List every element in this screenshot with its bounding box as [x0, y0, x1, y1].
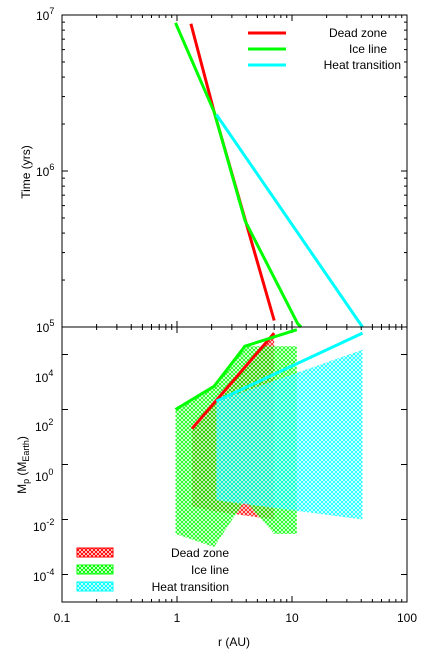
mass-trend-lines — [174, 328, 364, 430]
legend-heat-transition-swatch — [76, 581, 114, 592]
mass-y-tick-1e-2: 10-2 — [33, 517, 54, 534]
time-y-minor-ticks — [62, 21, 407, 328]
mass-hatched-regions — [175, 333, 363, 547]
legend-dead-zone-label: Dead zone — [329, 26, 387, 40]
legend-dead-zone-label-2: Dead zone — [171, 546, 229, 560]
legend-ice-line-label: Ice line — [349, 42, 387, 56]
mass-x-tick-labels: 0.1 1 10 100 — [54, 611, 418, 625]
x-axis-label: r (AU) — [218, 635, 250, 649]
legend-dead-zone-swatch — [76, 547, 114, 558]
time-series-lines — [174, 22, 364, 329]
legend-ice-line-swatch — [76, 564, 114, 575]
mass-line-ice-line — [174, 328, 298, 411]
time-panel: 105 106 107 Time (yrs) Dead zone Ice lin… — [19, 6, 408, 335]
x-tick-0.1: 0.1 — [54, 611, 71, 625]
legend-heat-transition-label-2: Heat transition — [152, 580, 229, 594]
mass-y-major-ticks — [62, 354, 407, 575]
mass-y-tick-1e4: 104 — [35, 368, 53, 385]
legend-ice-line-label-2: Ice line — [191, 563, 229, 577]
mass-panel: 104 102 100 10-2 10-4 0.1 1 10 100 r (AU… — [15, 326, 418, 649]
mass-region-heat-transition — [216, 349, 363, 520]
time-y-tick-1e7: 107 — [36, 6, 54, 23]
mass-y-tick-labels: 104 102 100 10-2 10-4 — [33, 368, 54, 584]
legend-heat-transition-label: Heat transition — [324, 58, 401, 72]
mass-y-tick-1e2: 102 — [35, 417, 53, 434]
x-tick-100: 100 — [397, 611, 417, 625]
time-legend: Dead zone Ice line Heat transition — [248, 26, 401, 72]
x-tick-1: 1 — [174, 611, 181, 625]
time-y-tick-1e6: 106 — [36, 162, 54, 179]
mass-y-tick-1e-4: 10-4 — [33, 567, 54, 584]
mass-x-minor-ticks — [61, 327, 403, 602]
mass-line-dead-zone — [190, 332, 276, 430]
x-tick-10: 10 — [285, 611, 299, 625]
time-y-tick-labels: 105 106 107 — [36, 6, 54, 335]
time-series-heat-transition — [215, 113, 364, 328]
time-series-ice-line — [174, 22, 303, 329]
mass-y-axis-label: Mp (MEarth) — [15, 436, 31, 494]
time-y-axis-label: Time (yrs) — [19, 145, 33, 199]
mass-legend: Dead zone Ice line Heat transition — [76, 546, 229, 594]
mass-y-tick-1e0: 100 — [35, 467, 53, 484]
mass-line-heat-transition — [215, 331, 364, 403]
time-y-tick-1e5: 105 — [36, 318, 54, 335]
